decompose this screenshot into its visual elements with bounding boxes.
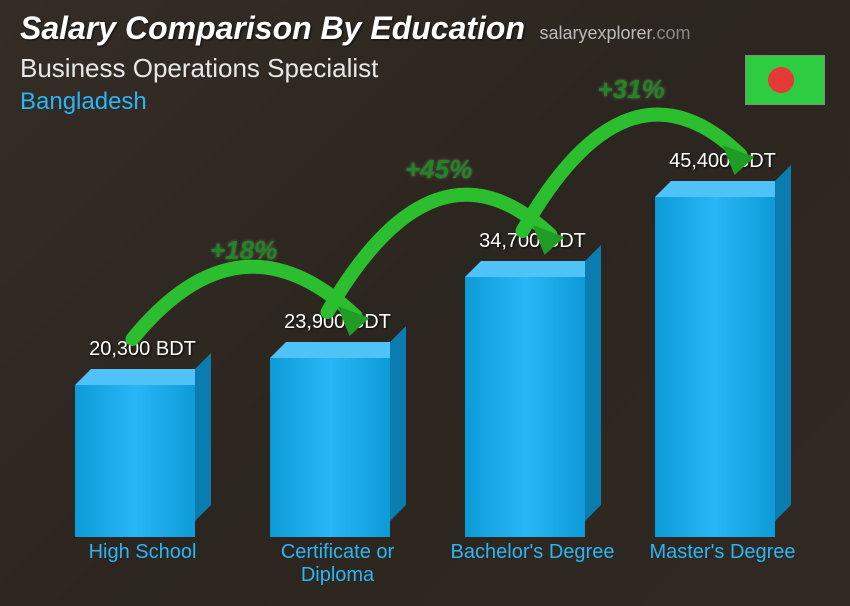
bar-chart: 20,300 BDT High School 23,900 BDT Certifica… [20, 151, 800, 591]
bar-side [585, 245, 601, 521]
brand: salaryexplorer.com [539, 23, 690, 43]
bar-3d [75, 369, 211, 537]
title-line: Salary Comparison By Education salaryexp… [20, 10, 830, 47]
chart-title: Salary Comparison By Education [20, 10, 525, 46]
bar-3d [270, 342, 406, 537]
increase-pct-label: +31% [598, 74, 665, 105]
bar-x-label: Certificate or Diploma [250, 541, 425, 591]
bar-side [390, 326, 406, 521]
brand-tld: .com [652, 23, 691, 43]
bar-top [655, 181, 791, 197]
bar-front [465, 277, 585, 537]
header: Salary Comparison By Education salaryexp… [20, 10, 830, 116]
bar-value-label: 45,400 BDT [635, 150, 810, 173]
bar-x-label: High School [55, 541, 230, 591]
bangladesh-flag-icon [745, 55, 825, 105]
bar-value-label: 34,700 BDT [445, 230, 620, 253]
bar-front [655, 197, 775, 537]
bar-side [775, 165, 791, 521]
bar-top [270, 342, 406, 358]
increase-pct-label: +45% [405, 154, 472, 185]
bar-value-label: 23,900 BDT [250, 311, 425, 334]
bar-front [75, 385, 195, 537]
bar-x-label: Master's Degree [635, 541, 810, 591]
bar-3d [465, 261, 601, 537]
flag-circle [768, 67, 794, 93]
country: Bangladesh [20, 88, 830, 116]
bar-front [270, 358, 390, 537]
bar-x-label: Bachelor's Degree [445, 541, 620, 591]
bar-top [75, 369, 211, 385]
bar-value-label: 20,300 BDT [55, 338, 230, 361]
bar-top [465, 261, 601, 277]
brand-name: salaryexplorer [539, 23, 651, 43]
bar-3d [655, 181, 791, 537]
bar-side [195, 353, 211, 521]
subtitle: Business Operations Specialist [20, 53, 830, 84]
increase-pct-label: +18% [210, 235, 277, 266]
